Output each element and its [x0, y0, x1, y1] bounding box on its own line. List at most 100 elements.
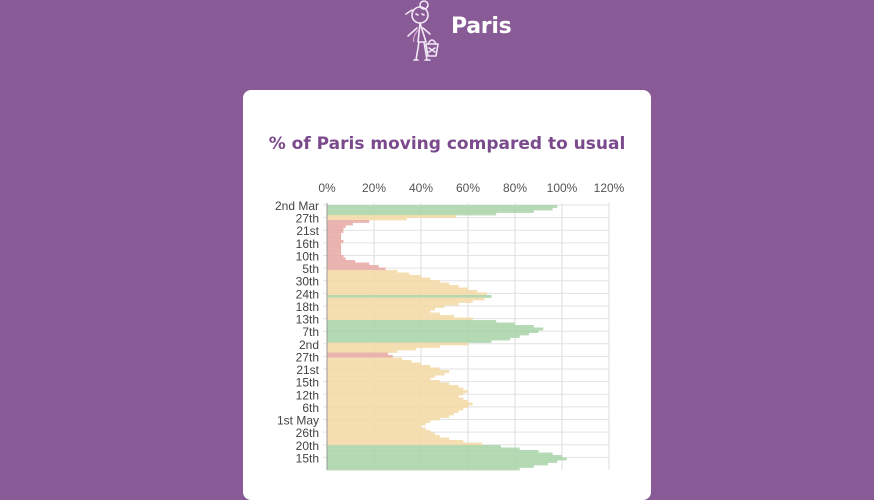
chart-bar — [327, 360, 412, 363]
chart-bar — [327, 420, 431, 423]
chart-bar — [327, 377, 431, 381]
chart-bar — [327, 432, 436, 436]
chart-bar — [327, 317, 473, 321]
chart-bar — [327, 255, 344, 258]
chart-bar — [327, 215, 457, 218]
chart-bar — [327, 297, 485, 301]
chart-bar — [327, 337, 511, 341]
chart-bar — [327, 322, 515, 326]
chart-bar — [327, 350, 398, 353]
chart-bar — [327, 345, 440, 348]
chart-bar — [327, 205, 558, 208]
chart-bar — [327, 417, 440, 421]
walking-woman-with-basket-icon — [405, 0, 439, 61]
chart-bar — [327, 455, 562, 458]
y-tick-label: 30th — [296, 275, 319, 289]
chart-bar — [327, 382, 450, 386]
y-tick-label: 15th — [296, 376, 319, 390]
y-tick-label: 16th — [296, 237, 319, 251]
chart-bar — [327, 400, 468, 403]
chart-bar — [327, 267, 386, 271]
chart-bar — [327, 280, 440, 283]
chart-bar — [327, 375, 436, 378]
chart-bar — [327, 355, 393, 358]
chart-bar — [327, 390, 468, 393]
x-tick-label: 60% — [456, 181, 480, 195]
chart-bar — [327, 365, 431, 368]
chart-bar — [327, 320, 497, 323]
chart-bar — [327, 395, 459, 398]
chart-bar — [327, 237, 342, 241]
chart-bar — [327, 302, 459, 306]
y-tick-label: 24th — [296, 287, 319, 301]
chart-bar — [327, 362, 421, 366]
y-tick-label: 2nd — [299, 338, 319, 352]
chart-bar — [327, 290, 478, 293]
chart-bar — [327, 230, 344, 233]
chart-bar — [327, 402, 473, 406]
chart-bar — [327, 415, 450, 418]
chart-bar — [327, 425, 421, 428]
chart-bar — [327, 307, 436, 311]
y-tick-label: 12th — [296, 388, 319, 402]
y-tick-label: 18th — [296, 300, 319, 314]
chart-bar — [327, 430, 431, 433]
y-tick-label: 20th — [296, 439, 319, 453]
chart-bar — [327, 272, 410, 276]
chart-bar — [327, 315, 454, 318]
chart-bar — [327, 465, 534, 468]
chart-bar — [327, 295, 492, 298]
chart-bar — [327, 282, 450, 286]
chart-bar — [327, 422, 426, 426]
chart-bar — [327, 340, 492, 343]
chart-bar — [327, 457, 567, 461]
chart-bar — [327, 235, 342, 238]
chart-bar — [327, 260, 356, 263]
y-tick-label: 7th — [302, 325, 319, 339]
chart-bar — [327, 227, 344, 231]
chart-bar — [327, 342, 468, 346]
chart-bar — [327, 212, 497, 216]
chart-bar — [327, 257, 346, 261]
chart-bar — [327, 392, 464, 396]
chart-bar — [327, 370, 450, 373]
chart-bar — [327, 310, 431, 313]
chart-bar — [327, 300, 473, 303]
chart-bar — [327, 262, 370, 266]
y-tick-label: 26th — [296, 426, 319, 440]
y-tick-label: 21st — [296, 363, 319, 377]
chart-bar — [327, 225, 346, 228]
chart-bar — [327, 452, 553, 456]
chart-bar — [327, 387, 464, 391]
chart-bar — [327, 232, 342, 236]
chart-bar — [327, 325, 534, 328]
chart-bar — [327, 445, 501, 448]
chart-bar — [327, 412, 454, 416]
chart-bar — [327, 220, 370, 223]
y-tick-label: 21st — [296, 224, 319, 238]
chart-bar — [327, 467, 520, 471]
x-tick-label: 0% — [318, 181, 336, 195]
chart-bar — [327, 357, 403, 361]
chart-bar — [327, 210, 534, 213]
chart-bar — [327, 277, 431, 281]
chart-bar — [327, 450, 539, 453]
chart-bar — [327, 250, 342, 253]
chart-bar — [327, 440, 464, 443]
chart-bar — [327, 305, 445, 308]
chart-bar — [327, 335, 520, 338]
y-tick-label: 6th — [302, 401, 319, 415]
chart-bar — [327, 332, 530, 336]
chart-bar — [327, 292, 487, 296]
chart-bar — [327, 367, 440, 371]
y-tick-label: 5th — [302, 262, 319, 276]
y-tick-label: 10th — [296, 249, 319, 263]
chart-bar — [327, 437, 450, 441]
chart-bar — [327, 222, 353, 226]
chart-bar — [327, 442, 483, 446]
movement-bar-chart: 0% 20% 40% 60% 80% 100% 120% 2nd Mar27th21st16… — [275, 181, 625, 471]
chart-bar — [327, 240, 344, 243]
city-title: Paris — [451, 14, 512, 39]
chart-bar — [327, 312, 440, 316]
y-tick-label: 27th — [296, 350, 319, 364]
